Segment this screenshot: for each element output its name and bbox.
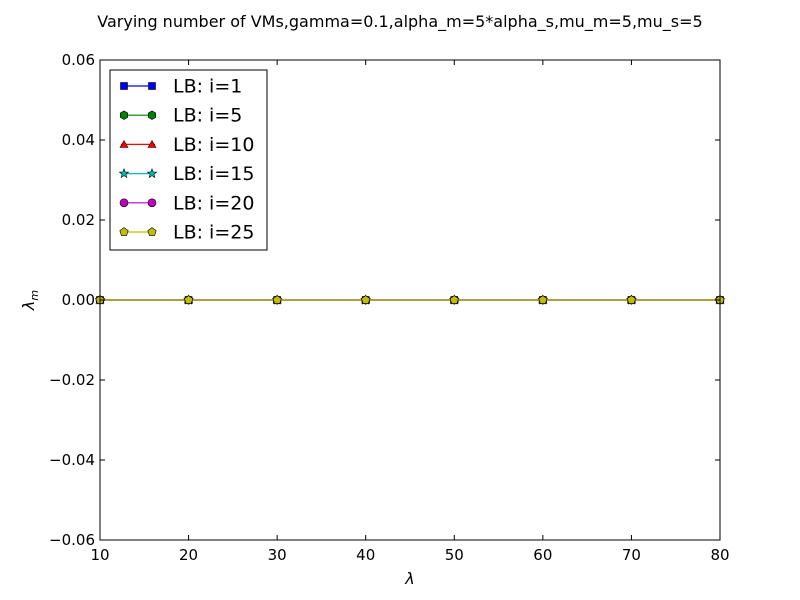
legend-marker <box>147 139 157 148</box>
y-axis-label-main: λ <box>19 301 38 311</box>
x-tick-label: 50 <box>445 546 464 564</box>
x-tick-label: 60 <box>533 546 552 564</box>
legend-item: LB: i=10 <box>119 134 254 156</box>
y-tick-label: −0.02 <box>49 371 95 389</box>
data-point <box>626 295 636 304</box>
legend-marker <box>119 110 129 120</box>
data-point <box>538 295 548 304</box>
legend-item: LB: i=5 <box>119 105 242 127</box>
legend-marker <box>148 82 156 90</box>
data-point <box>361 295 371 304</box>
y-axis-label: λm <box>19 290 41 311</box>
legend-label: LB: i=1 <box>173 76 242 98</box>
legend-item: LB: i=20 <box>119 192 254 214</box>
y-tick-label: 0.02 <box>62 211 95 229</box>
x-tick-label: 10 <box>90 546 109 564</box>
y-tick-label: 0.04 <box>62 131 95 149</box>
data-point <box>272 295 282 304</box>
y-tick-label: −0.06 <box>49 531 95 549</box>
ticks-layer: 10 20 30 40 50 60 70 80 −0.06 −0.04 −0.02 0.00 0.02 0… <box>49 51 730 564</box>
legend-marker <box>146 167 158 179</box>
y-tick-label: −0.04 <box>49 451 95 469</box>
legend-marker <box>119 198 129 208</box>
legend-item: LB: i=15 <box>118 163 254 185</box>
legend-marker <box>119 227 129 236</box>
legend-label: LB: i=5 <box>173 105 242 127</box>
x-tick-label: 20 <box>179 546 198 564</box>
legend-marker <box>120 82 128 90</box>
data-point <box>184 295 194 304</box>
x-tick-label: 40 <box>356 546 375 564</box>
legend-item: LB: i=25 <box>119 222 254 244</box>
y-tick-label: 0.06 <box>62 51 95 69</box>
legend-label: LB: i=20 <box>173 192 254 214</box>
data-point <box>449 295 459 304</box>
x-axis-label: λ <box>404 569 414 588</box>
series-layer <box>94 294 726 305</box>
legend-marker <box>147 198 157 208</box>
chart-title: Varying number of VMs,gamma=0.1,alpha_m=… <box>97 12 702 32</box>
x-tick-label: 30 <box>268 546 287 564</box>
legend-label: LB: i=15 <box>173 163 254 185</box>
x-tick-label: 80 <box>710 546 729 564</box>
legend: LB: i=1 LB: i=5 LB: i=10 LB: i=15 LB: i=20 LB… <box>109 69 268 251</box>
legend-label: LB: i=25 <box>173 222 254 244</box>
legend-item: LB: i=1 <box>120 76 242 98</box>
legend-box <box>109 69 268 251</box>
series-6 <box>95 295 725 304</box>
legend-marker <box>119 139 129 148</box>
legend-marker <box>147 227 157 236</box>
y-axis-label-subscript: m <box>28 290 41 301</box>
x-tick-label: 70 <box>622 546 641 564</box>
y-tick-label: 0.00 <box>62 291 95 309</box>
legend-label: LB: i=10 <box>173 134 254 156</box>
legend-marker <box>118 167 130 179</box>
legend-marker <box>147 110 157 120</box>
